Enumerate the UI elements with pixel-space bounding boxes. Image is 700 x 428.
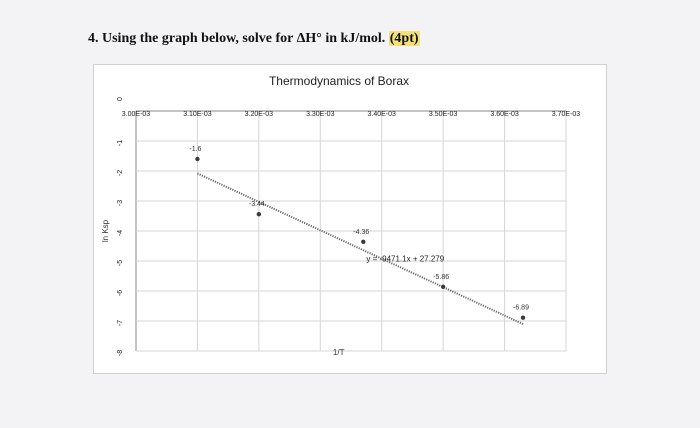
x-tick-label: 3.50E-03 xyxy=(429,111,458,118)
x-tick-label: 3.60E-03 xyxy=(490,111,519,118)
data-points: -1.6 -3.44 -4.36 -5.86 -6.89 xyxy=(189,146,529,320)
question-text: 4. Using the graph below, solve for ΔH° … xyxy=(88,31,420,47)
data-point xyxy=(361,239,366,244)
x-tick-label: 3.70E-03 xyxy=(552,111,581,118)
question-body: Using the graph below, solve for ΔH° in … xyxy=(102,31,386,46)
y-tick-label: -7 xyxy=(117,320,124,326)
y-tick-label: -3 xyxy=(117,200,124,206)
y-tick-label: -8 xyxy=(117,350,124,356)
data-label: -3.44 xyxy=(249,201,265,208)
chart-grid xyxy=(135,110,567,352)
data-point xyxy=(256,212,262,217)
x-tick-label: 3.20E-03 xyxy=(245,111,274,118)
y-tick-labels: 0 -1 -2 -3 -4 -5 -6 -7 -8 xyxy=(117,97,124,356)
trendline-equation: y = -9471.1x + 27.279 xyxy=(366,255,444,264)
chart-title: Thermodynamics of Borax xyxy=(269,74,409,88)
data-point xyxy=(440,284,446,289)
question-number: 4. xyxy=(88,31,99,46)
data-label: -4.36 xyxy=(353,229,369,236)
chart-frame: Thermodynamics of Borax 3.00E-03 3.10E-03… xyxy=(93,64,607,374)
data-point xyxy=(520,315,526,320)
trendline xyxy=(197,172,524,325)
x-tick-label: 3.00E-03 xyxy=(122,111,151,118)
y-tick-label: -5 xyxy=(117,260,124,266)
data-label: -1.6 xyxy=(189,146,201,153)
y-axis-label: ln Ksp xyxy=(101,219,110,242)
x-axis-label: 1/T xyxy=(333,348,345,357)
y-tick-label: -1 xyxy=(117,140,124,146)
data-point xyxy=(195,156,200,162)
trendline-group xyxy=(197,172,524,325)
chart-svg: Thermodynamics of Borax 3.00E-03 3.10E-03… xyxy=(101,74,581,357)
data-label: -5.86 xyxy=(433,274,449,281)
y-tick-label: -4 xyxy=(117,230,124,236)
points-badge: (4pt) xyxy=(388,31,420,46)
x-tick-label: 3.10E-03 xyxy=(183,111,212,118)
y-tick-label: -6 xyxy=(117,290,124,296)
data-label: -6.89 xyxy=(513,305,529,312)
x-tick-labels: 3.00E-03 3.10E-03 3.20E-03 3.30E-03 3.40E-03… xyxy=(122,111,581,118)
y-tick-label: -2 xyxy=(117,170,124,176)
x-tick-label: 3.40E-03 xyxy=(368,111,397,118)
y-tick-label: 0 xyxy=(117,97,124,101)
x-tick-label: 3.30E-03 xyxy=(306,111,335,118)
